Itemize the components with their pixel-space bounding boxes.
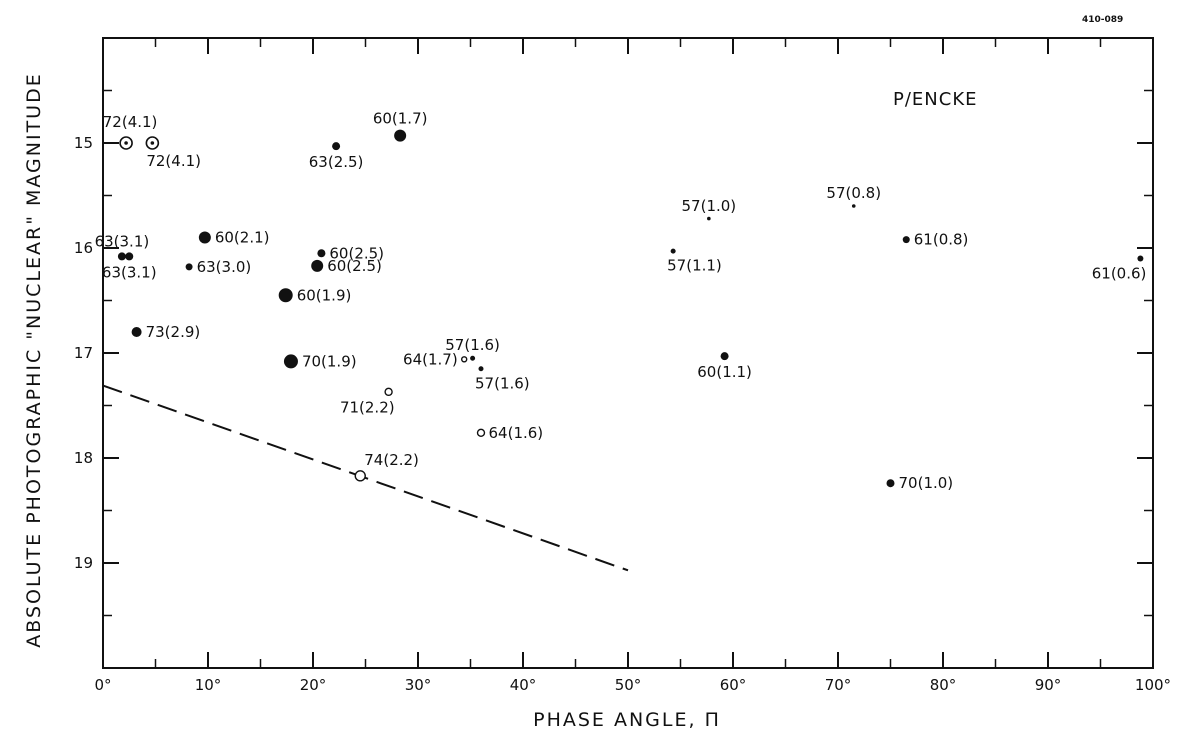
data-point — [478, 366, 484, 372]
data-point — [1137, 255, 1144, 262]
data-point — [707, 216, 711, 221]
data-point — [720, 352, 729, 361]
y-tick-label: 17 — [74, 344, 93, 362]
point-label: 63(3.0) — [197, 258, 252, 276]
point-label: 70(1.9) — [302, 352, 357, 370]
data-point — [311, 259, 324, 272]
point-label: 64(1.7) — [403, 350, 458, 368]
data-point — [198, 231, 211, 244]
y-tick-label: 19 — [74, 554, 93, 572]
point-label: 57(1.6) — [445, 336, 500, 354]
plot-frame — [102, 37, 1154, 669]
figure-id: 410-089 — [1082, 15, 1123, 25]
point-label: 57(1.6) — [475, 374, 530, 392]
y-tick-label: 15 — [74, 134, 93, 152]
data-point — [278, 288, 293, 303]
data-point-open — [384, 387, 393, 397]
x-axis-ticks: 0° 10° 20° 30° 40° 50° 60° 70° 80° 90° 100° — [94, 38, 1171, 694]
data-point — [332, 142, 341, 151]
point-label: 71(2.2) — [340, 398, 395, 416]
point-label: 63(3.1) — [95, 232, 150, 250]
y-tick-label: 18 — [74, 449, 93, 467]
x-tick-label: 50° — [615, 676, 642, 694]
point-label: 60(1.9) — [297, 286, 352, 304]
data-point — [851, 204, 856, 208]
point-label: 60(2.1) — [215, 229, 270, 247]
x-tick-label: 90° — [1035, 676, 1062, 694]
data-point-open — [461, 356, 468, 363]
x-axis-title: PHASE ANGLE, Π — [533, 709, 721, 731]
point-label: 74(2.2) — [364, 451, 419, 469]
data-point — [117, 252, 126, 261]
point-label: 60(2.5) — [329, 244, 384, 262]
point-label: 61(0.6) — [1092, 265, 1147, 283]
point-label: 64(1.6) — [489, 424, 544, 442]
data-point-open — [476, 428, 486, 437]
x-tick-label: 10° — [195, 676, 222, 694]
point-label: 57(1.0) — [682, 197, 737, 215]
point-label: 61(0.8) — [914, 231, 969, 249]
chart-title: P/ENCKE — [893, 89, 978, 110]
x-tick-label: 100° — [1135, 676, 1171, 694]
point-label: 72(4.1) — [103, 113, 158, 131]
x-tick-label: 40° — [510, 676, 537, 694]
data-point — [125, 252, 134, 261]
data-point — [886, 479, 895, 488]
point-label: 57(1.1) — [667, 257, 722, 275]
x-tick-label: 30° — [405, 676, 432, 694]
point-label: 57(0.8) — [826, 184, 881, 202]
x-tick-label: 70° — [825, 676, 852, 694]
data-point — [902, 236, 910, 244]
y-axis-ticks: 15 16 17 18 19 — [74, 89, 1153, 617]
y-axis-title: ABSOLUTE PHOTOGRAPHIC "NUCLEAR" MAGNITUD… — [23, 72, 45, 647]
data-points: 72(4.1) 72(4.1) 60(1.7) 63(2.5) 57(1.0) 57(0.… — [95, 110, 1147, 493]
data-point — [670, 248, 676, 254]
data-point — [394, 129, 407, 142]
x-tick-label: 0° — [94, 676, 111, 694]
data-point — [185, 263, 193, 271]
y-tick-label: 16 — [74, 239, 93, 257]
point-label: 72(4.1) — [146, 152, 201, 170]
point-label: 60(2.5) — [327, 257, 382, 275]
data-point-open — [354, 470, 366, 482]
point-label: 73(2.9) — [146, 323, 201, 341]
x-tick-label: 80° — [930, 676, 957, 694]
point-label: 63(3.1) — [102, 263, 157, 281]
point-label: 60(1.7) — [373, 110, 428, 128]
data-point — [131, 327, 142, 337]
point-label: 63(2.5) — [309, 153, 364, 171]
x-tick-label: 60° — [720, 676, 747, 694]
data-point — [317, 249, 326, 258]
data-point — [470, 355, 476, 361]
point-label: 60(1.1) — [697, 363, 752, 381]
point-label: 70(1.0) — [899, 474, 954, 492]
data-point-center — [124, 141, 128, 145]
x-tick-label: 20° — [300, 676, 327, 694]
data-point-center — [150, 141, 155, 145]
data-point — [283, 354, 298, 369]
